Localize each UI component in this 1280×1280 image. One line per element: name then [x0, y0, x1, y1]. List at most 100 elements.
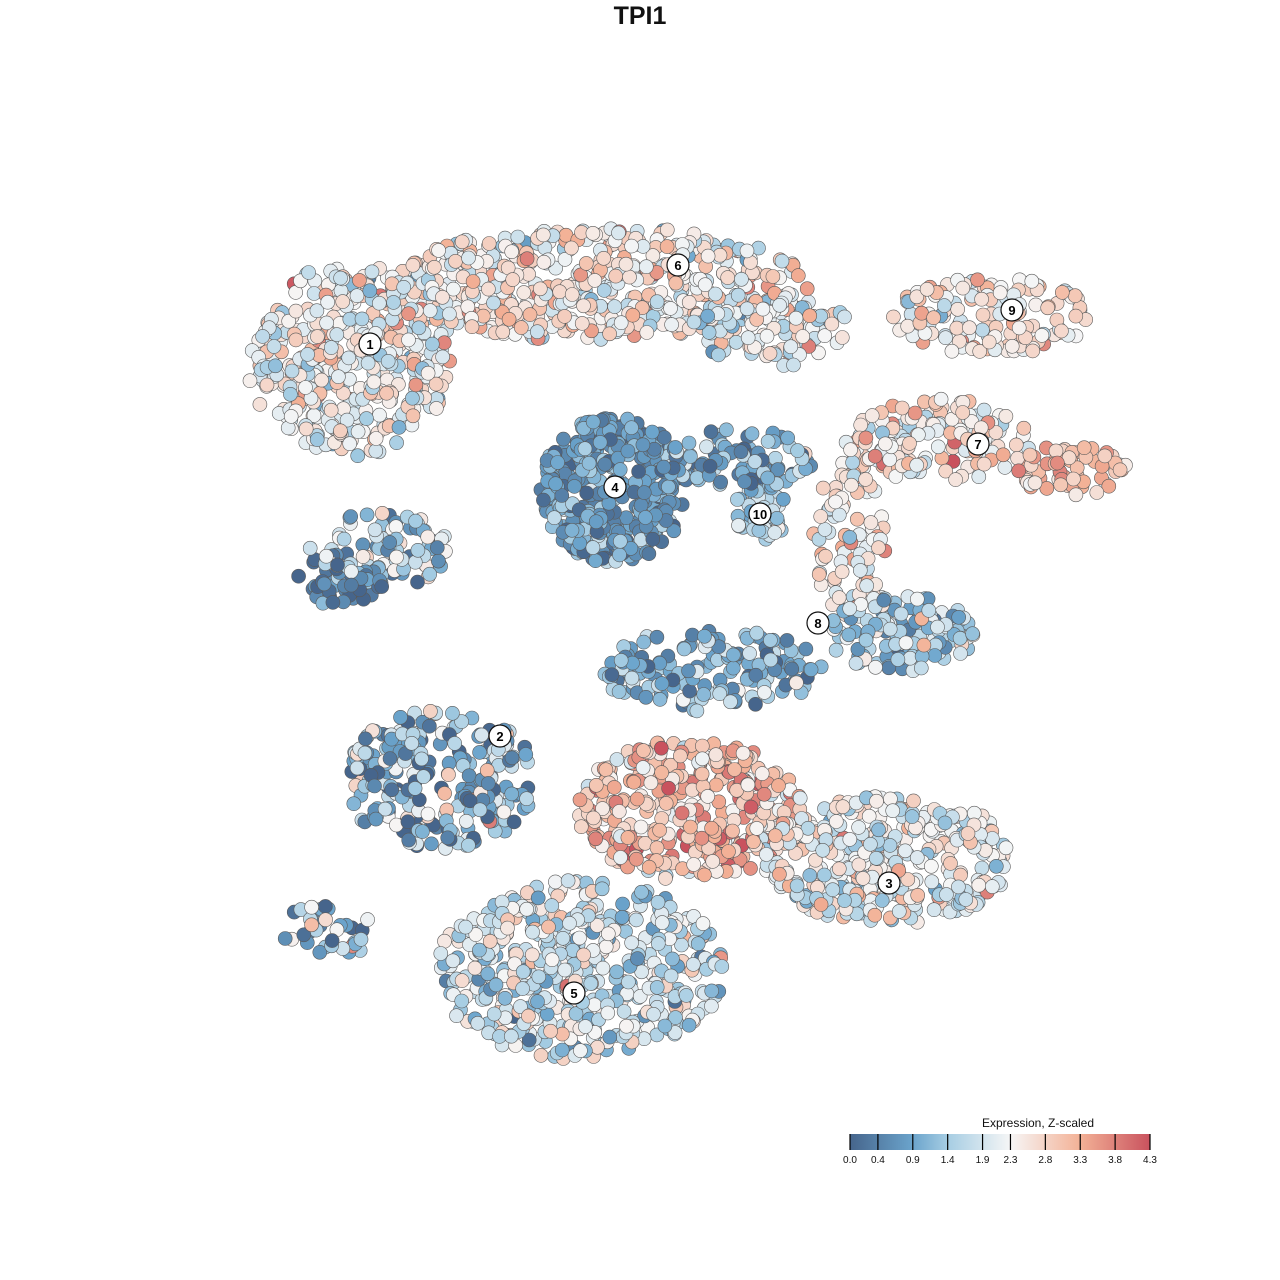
- data-point-cluster-2: [447, 736, 463, 751]
- data-point-cluster-3: [743, 861, 758, 876]
- data-point-cluster-1: [429, 540, 445, 555]
- data-point-cluster-5: [587, 997, 602, 1013]
- data-point-cluster-1: [341, 350, 357, 366]
- data-point-cluster-7: [1076, 440, 1092, 456]
- data-point-cluster-3: [926, 902, 942, 918]
- cluster-label-1: 1: [358, 332, 382, 356]
- data-point-cluster-6: [513, 320, 529, 335]
- data-point-cluster-6: [824, 316, 840, 332]
- data-point-cluster-1: [291, 568, 306, 584]
- data-point-cluster-5: [576, 947, 591, 963]
- data-point-cluster-1: [372, 407, 387, 423]
- data-point-cluster-1: [283, 409, 299, 424]
- data-point-cluster-6: [435, 289, 450, 305]
- data-point-cluster-1: [366, 374, 382, 390]
- data-point-cluster-3: [613, 850, 628, 865]
- data-point-cluster-5: [615, 896, 630, 912]
- data-point-cluster-7: [864, 408, 880, 423]
- data-point-cluster-9: [1025, 343, 1040, 359]
- data-point-cluster-3: [620, 830, 636, 845]
- data-point-cluster-7: [948, 472, 963, 487]
- data-point-cluster-8: [685, 627, 700, 643]
- data-point-cluster-3: [573, 819, 589, 835]
- data-point-cluster-2: [349, 760, 365, 776]
- data-point-cluster-5: [543, 1023, 558, 1039]
- data-point-cluster-10: [775, 491, 791, 507]
- data-point-cluster-2: [445, 705, 460, 721]
- data-point-cluster-7: [1068, 487, 1084, 503]
- data-point-cluster-3: [701, 840, 717, 856]
- data-point-cluster-8: [723, 694, 738, 710]
- data-point-cluster-8: [965, 626, 980, 642]
- data-point-cluster-6: [730, 287, 746, 303]
- data-point-cluster-5: [521, 1008, 536, 1024]
- data-point-cluster-4: [666, 523, 682, 539]
- data-point-cluster-6: [495, 324, 511, 340]
- data-point-cluster-3: [789, 878, 805, 894]
- data-point-cluster-3: [851, 857, 867, 873]
- data-point-cluster-6: [711, 347, 726, 363]
- data-point-cluster-3: [855, 871, 871, 886]
- data-point-cluster-5: [560, 873, 576, 889]
- data-point-cluster-3: [960, 826, 976, 841]
- data-point-cluster-2: [472, 802, 488, 818]
- data-point-cluster-5: [573, 1043, 588, 1058]
- data-point-cluster-5: [562, 915, 577, 931]
- data-point-cluster-7: [1101, 478, 1117, 494]
- data-point-cluster-5: [634, 884, 649, 900]
- legend-title: Expression, Z-scaled: [982, 1116, 1094, 1130]
- data-point-cluster-1: [396, 279, 412, 295]
- data-point-cluster-1: [367, 522, 383, 538]
- data-point-cluster-1: [343, 564, 359, 579]
- data-point-cluster-2: [424, 836, 439, 852]
- data-point-cluster-1: [362, 283, 378, 299]
- data-point-cluster-4: [624, 420, 639, 436]
- data-point-cluster-1: [325, 595, 341, 610]
- data-point-cluster-5: [544, 952, 560, 968]
- data-point-cluster-5: [690, 936, 706, 952]
- data-point-cluster-8: [898, 635, 914, 651]
- data-point-cluster-3: [686, 857, 702, 872]
- data-point-cluster-3: [771, 778, 786, 793]
- data-point-cluster-3: [572, 792, 588, 808]
- data-point-cluster-6: [454, 234, 470, 250]
- data-point-cluster-10: [699, 439, 714, 455]
- cluster-label-text: 3: [885, 876, 892, 891]
- data-point-cluster-1: [350, 424, 366, 439]
- data-point-cluster-2: [304, 917, 319, 933]
- data-point-cluster-8: [789, 675, 804, 691]
- data-point-cluster-7: [1027, 475, 1043, 491]
- data-point-cluster-8: [921, 603, 937, 618]
- data-point-cluster-6: [765, 269, 781, 284]
- data-point-cluster-3: [885, 803, 901, 819]
- data-point-cluster-10: [769, 510, 785, 526]
- data-point-cluster-9: [955, 280, 971, 296]
- data-point-cluster-2: [454, 714, 469, 729]
- data-point-cluster-7: [1097, 448, 1113, 464]
- data-point-cluster-3: [626, 774, 642, 790]
- data-point-cluster-5: [714, 959, 730, 974]
- data-point-cluster-6: [740, 330, 756, 346]
- data-point-cluster-8: [811, 567, 827, 582]
- data-point-cluster-4: [585, 414, 601, 430]
- data-point-cluster-3: [815, 842, 831, 858]
- data-point-cluster-3: [704, 820, 719, 836]
- data-point-cluster-1: [288, 332, 304, 348]
- cluster-label-text: 6: [674, 258, 681, 273]
- data-point-cluster-10: [731, 518, 746, 533]
- data-point-cluster-6: [574, 316, 590, 331]
- data-point-cluster-2: [401, 832, 417, 848]
- data-point-cluster-1: [360, 355, 376, 371]
- data-point-cluster-8: [818, 548, 833, 564]
- data-point-cluster-1: [382, 535, 398, 550]
- data-point-cluster-2: [357, 745, 373, 761]
- data-point-cluster-7: [907, 405, 923, 421]
- data-point-cluster-3: [721, 844, 736, 859]
- data-point-cluster-2: [393, 709, 408, 725]
- colorbar-tick-label: 2.3: [1004, 1155, 1018, 1166]
- data-point-cluster-3: [652, 822, 667, 838]
- data-point-cluster-7: [1039, 481, 1055, 496]
- data-point-cluster-3: [641, 859, 657, 875]
- data-point-cluster-6: [585, 226, 601, 241]
- data-point-cluster-8: [748, 667, 764, 683]
